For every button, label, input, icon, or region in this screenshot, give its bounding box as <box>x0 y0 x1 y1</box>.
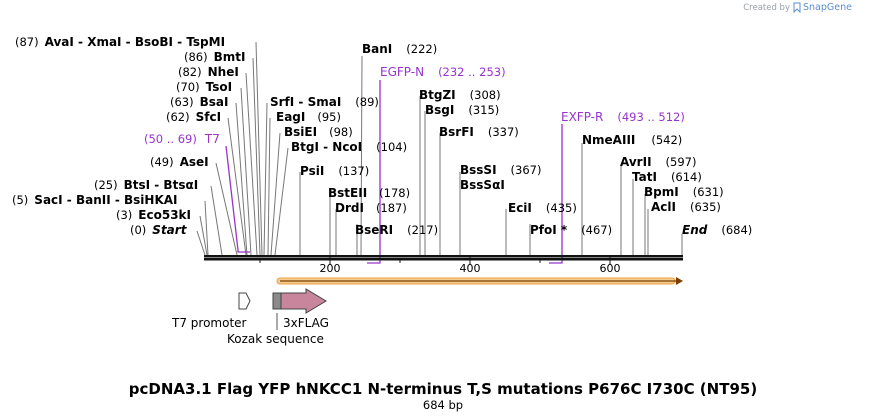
leader-eagi <box>267 117 271 256</box>
site-label[interactable]: (86) BmtI <box>184 50 245 64</box>
leader-ava <box>255 41 263 256</box>
orf-arrow[interactable] <box>276 277 683 285</box>
site-label[interactable]: PsiI (137) <box>300 164 369 178</box>
features: T7 promoter 3xFLAG Kozak sequence <box>171 288 329 346</box>
leader-bmti <box>252 57 261 256</box>
feature-label-3xflag: 3xFLAG <box>283 316 329 330</box>
snapgene-logo-icon <box>793 2 801 14</box>
site-label[interactable]: DrdI (187) <box>335 201 407 215</box>
site-label[interactable]: (87) AvaI - XmaI - BsoBI - TspMI <box>15 35 225 49</box>
site-label[interactable]: EciI (435) <box>508 201 577 215</box>
kozak-sequence-box[interactable] <box>272 292 282 310</box>
site-label[interactable]: (70) TsoI <box>176 80 232 94</box>
map-title: pcDNA3.1 Flag YFP hNKCC1 N-terminus T,S … <box>129 380 757 412</box>
leader-srfi <box>263 102 268 256</box>
site-label[interactable]: (62) SfcI <box>166 110 221 124</box>
site-label[interactable]: BtgI - NcoI (104) <box>291 140 407 154</box>
primer-t7-marker <box>225 145 250 253</box>
site-label[interactable]: AclI (635) <box>651 200 721 214</box>
leader-nhei <box>245 72 258 256</box>
snapgene-credit: Created by SnapGene <box>743 2 852 14</box>
site-label[interactable]: BsgI (315) <box>425 103 499 117</box>
leader-start <box>196 230 206 256</box>
site-label[interactable]: AvrII (597) <box>620 155 696 169</box>
site-label[interactable]: (5) SacI - BanII - BsiHKAI <box>12 193 178 207</box>
site-label[interactable]: BssSαI <box>460 178 505 192</box>
site-label[interactable]: NmeAIII (542) <box>582 133 682 147</box>
site-label[interactable]: (3) Eco53kI <box>116 208 191 222</box>
top-strand <box>204 255 683 258</box>
sequence-backbone: 200 400 600 <box>204 255 683 275</box>
primer-egfpn-marker <box>367 80 381 264</box>
site-label[interactable]: (0) Start <box>130 223 188 237</box>
site-label[interactable]: BpmI (631) <box>644 185 724 199</box>
leader-btgi <box>274 147 289 256</box>
t7-promoter-arrow-icon[interactable] <box>238 292 251 310</box>
sequence-length: 684 bp <box>423 398 463 412</box>
bottom-strand <box>204 258 683 261</box>
site-label[interactable]: EagI (95) <box>276 110 341 124</box>
feature-label-t7-promoter: T7 promoter <box>171 316 247 330</box>
primer-label-egfp-n[interactable]: EGFP-N (232 .. 253) <box>380 65 506 79</box>
primer-label-t7[interactable]: (50 .. 69) T7 <box>144 132 220 146</box>
site-leader-lines <box>196 41 683 256</box>
site-labels-left: (87) AvaI - XmaI - BsoBI - TspMI (86) BmtI… <box>12 35 245 237</box>
leader-saci <box>204 200 209 256</box>
brand-text: SnapGene <box>803 2 852 13</box>
leader-bsai <box>235 102 248 256</box>
primer-label-exfp-r[interactable]: EXFP-R (493 .. 512) <box>561 110 685 124</box>
flag-arrow[interactable] <box>280 288 327 314</box>
site-label[interactable]: SrfI - SmaI (89) <box>270 95 379 109</box>
site-label[interactable]: BseRI (217) <box>355 223 438 237</box>
leader-bsiei <box>270 132 281 256</box>
leader-asei <box>215 162 238 256</box>
leader-tsoi <box>240 87 252 256</box>
orf-arrowhead-icon <box>676 277 683 285</box>
site-label[interactable]: PfoI * (467) <box>530 223 612 237</box>
leader-eco53ki <box>199 215 208 256</box>
ruler-tick-label: 600 <box>600 262 621 275</box>
primer-markers <box>225 80 563 264</box>
leader-bani <box>360 55 363 256</box>
leader-sfci <box>227 117 247 256</box>
site-label[interactable]: (25) BtsI - BtsαI <box>94 178 198 192</box>
site-label[interactable]: (49) AseI <box>150 155 209 169</box>
site-label[interactable]: BtgZI (308) <box>419 88 501 102</box>
sequence-title: pcDNA3.1 Flag YFP hNKCC1 N-terminus T,S … <box>129 380 757 398</box>
site-label[interactable]: BsrFI (337) <box>439 125 519 139</box>
ruler-tick-label: 200 <box>320 262 341 275</box>
site-label[interactable]: BstEII (178) <box>328 186 410 200</box>
site-labels-right: SrfI - SmaI (89) EagI (95) BsiEI (98) BtgI … <box>270 42 752 237</box>
site-label[interactable]: TatI (614) <box>632 170 702 184</box>
site-label[interactable]: BssSI (367) <box>460 163 541 177</box>
site-label[interactable]: BsiEI (98) <box>284 125 353 139</box>
site-label[interactable]: End (684) <box>682 223 752 237</box>
leader-btsi <box>210 185 223 256</box>
ruler-tick-label: 400 <box>460 262 481 275</box>
credit-text: Created by <box>743 3 790 13</box>
site-label[interactable]: (63) BsaI <box>170 95 228 109</box>
primer-exfpr-marker <box>549 124 563 264</box>
site-label[interactable]: (82) NheI <box>178 65 239 79</box>
site-label[interactable]: BanI (222) <box>362 42 437 56</box>
primer-labels: (50 .. 69) T7 EGFP-N (232 .. 253) EXFP-R (4… <box>144 65 685 146</box>
feature-label-kozak: Kozak sequence <box>227 332 324 346</box>
